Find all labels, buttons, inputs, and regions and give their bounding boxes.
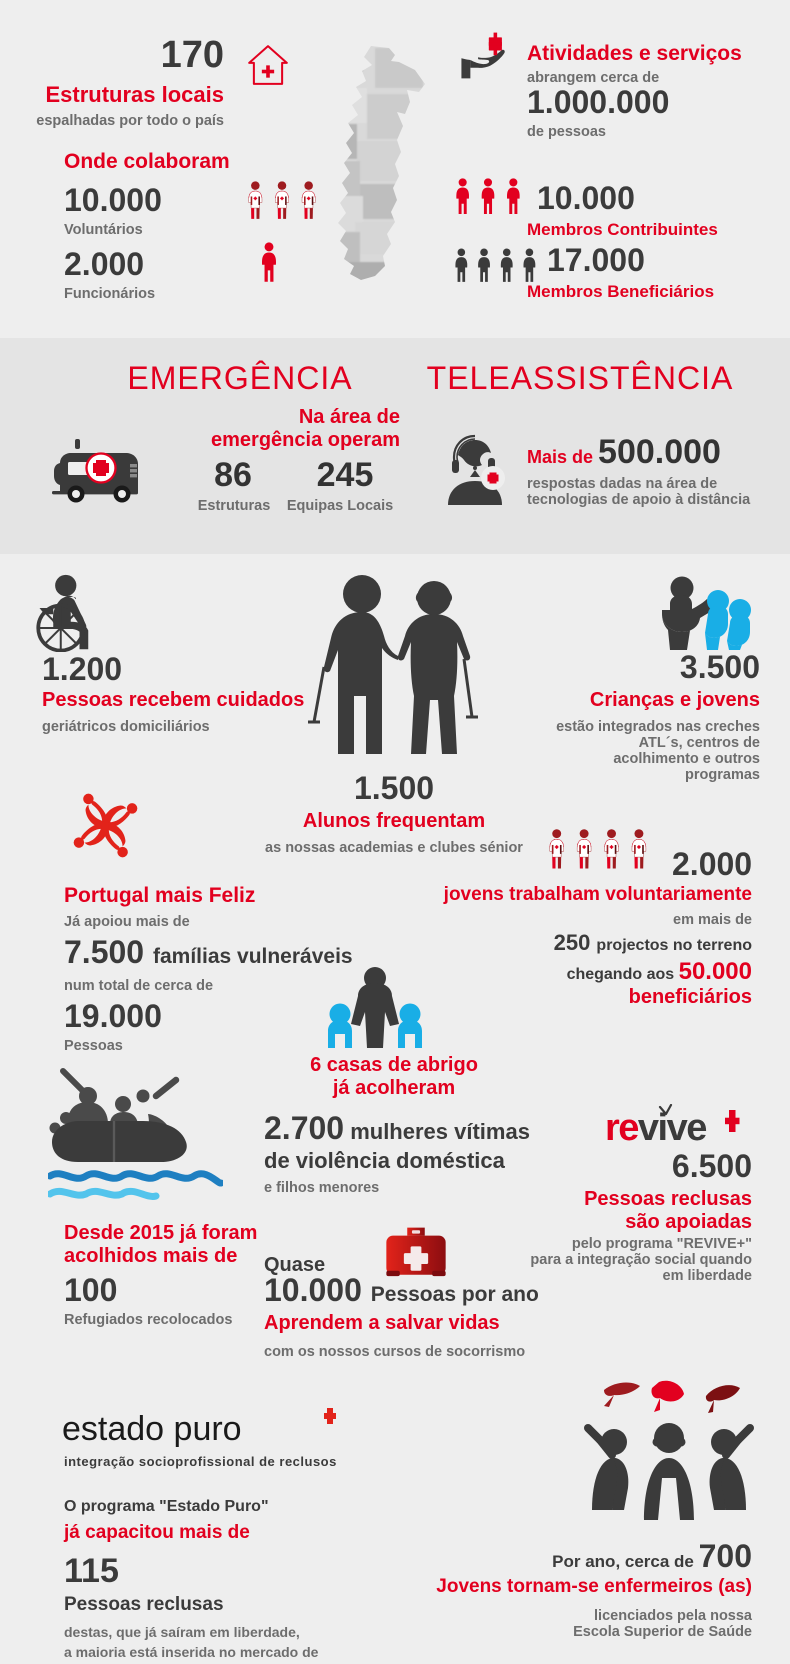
- svg-text:revive: revive: [605, 1107, 706, 1149]
- svg-text:estado puro: estado puro: [62, 1410, 242, 1448]
